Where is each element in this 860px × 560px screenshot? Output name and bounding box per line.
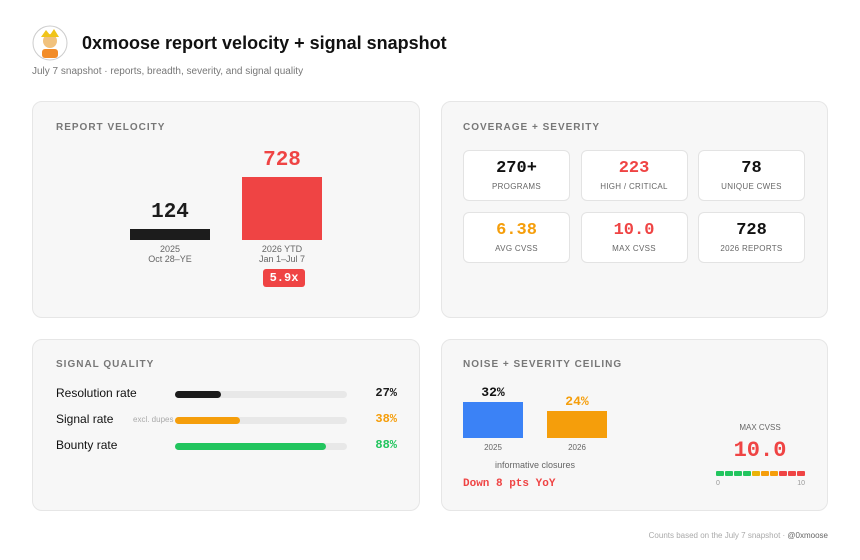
bar-sublabel: Oct 28–YE [148, 254, 192, 264]
gauge-segment [725, 471, 733, 476]
footer: Counts based on the July 7 snapshot · @0… [649, 531, 828, 540]
stat-value: 6.38 [496, 221, 537, 240]
stat-value: 223 [618, 159, 650, 178]
bar [130, 229, 210, 240]
bar [242, 177, 322, 240]
bar-label: 2026 [568, 443, 586, 452]
signal-card [32, 339, 420, 511]
stat-label: AVG CVSS [495, 244, 538, 253]
gauge-value: 10.0 [733, 438, 787, 463]
bar [547, 411, 607, 438]
gauge-segment [761, 471, 769, 476]
stat-value: 78 [741, 159, 762, 178]
gauge-segment [716, 471, 724, 476]
stat-value: 728 [736, 221, 767, 240]
bar-label: 2026 YTD [261, 244, 303, 254]
subtitle: July 7 snapshot · reports, breadth, seve… [32, 66, 304, 77]
bar-sublabel: Jan 1–Jul 7 [258, 254, 306, 264]
card-title: REPORT VELOCITY [56, 122, 166, 133]
gauge [716, 471, 805, 476]
bar [463, 402, 523, 438]
gauge-max: 10 [797, 480, 805, 487]
gauge-segment [743, 471, 751, 476]
card-title: COVERAGE + SEVERITY [463, 122, 601, 133]
velocity-card [32, 101, 420, 318]
stat-label: HIGH / CRITICAL [600, 182, 668, 191]
bar-value: 124 [151, 201, 189, 225]
gauge-segment [752, 471, 760, 476]
row-value: 27% [375, 386, 397, 400]
gauge-title: MAX CVSS [739, 423, 781, 432]
gauge-segment [797, 471, 805, 476]
bar-label: 2025 [484, 443, 502, 452]
bar-label: 2025 [159, 244, 181, 254]
row-label: Signal rate [56, 412, 114, 426]
footer-note: Counts based on the July 7 snapshot · [648, 531, 786, 540]
stat-label: PROGRAMS [491, 182, 542, 191]
stat-tile: 10.0 MAX CVSS [580, 212, 688, 263]
gauge-segment [734, 471, 742, 476]
bar [175, 391, 222, 398]
stat-value: 10.0 [613, 221, 655, 240]
bar-value: 24% [565, 394, 589, 409]
row-value: 38% [375, 412, 397, 426]
stat-tile: 728 2026 REPORTS [698, 212, 805, 263]
title: 0xmoose report velocity + signal snapsho… [82, 33, 447, 53]
avatar [32, 25, 68, 61]
stat-label: MAX CVSS [612, 244, 656, 253]
bar-value: 728 [263, 149, 301, 172]
card-title: SIGNAL QUALITY [56, 359, 155, 370]
footer-handle: @0xmoose [787, 531, 828, 540]
card-title: NOISE + SEVERITY CEILING [463, 359, 623, 370]
row-value: 88% [375, 438, 397, 452]
stat-label: 2026 REPORTS [720, 244, 783, 253]
stat-tile: 6.38 AVG CVSS [463, 212, 570, 263]
caption: informative closures [494, 460, 576, 470]
gauge-segment [779, 471, 787, 476]
bar [175, 443, 327, 450]
stat-tile: 223 HIGH / CRITICAL [580, 150, 688, 201]
delta: Down 8 pts YoY [463, 478, 556, 490]
bar [175, 417, 241, 424]
multiplier-badge: 5.9x [263, 269, 305, 287]
track [175, 391, 347, 398]
coverage-card [441, 101, 828, 318]
track [175, 417, 347, 424]
stat-tile: 270+ PROGRAMS [463, 150, 570, 201]
stat-tile: 78 UNIQUE CWES [698, 150, 805, 201]
gauge-min: 0 [716, 480, 720, 487]
bar-value: 32% [481, 385, 505, 400]
stat-value: 270+ [496, 159, 537, 178]
row-label: Resolution rate [56, 386, 137, 400]
gauge-segment [770, 471, 778, 476]
row-label: Bounty rate [56, 438, 118, 452]
row-note: excl. dupes [133, 415, 174, 424]
gauge-segment [788, 471, 796, 476]
stat-label: UNIQUE CWES [721, 182, 782, 191]
